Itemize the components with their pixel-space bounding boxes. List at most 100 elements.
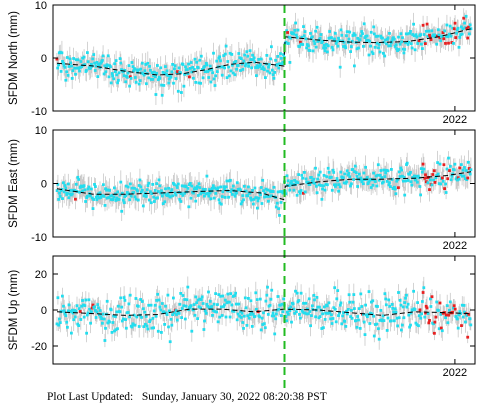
data-point	[272, 314, 276, 318]
data-point	[167, 325, 170, 329]
data-point	[220, 73, 224, 77]
data-point	[137, 82, 141, 86]
data-point	[98, 313, 101, 317]
data-point	[421, 47, 424, 50]
data-point	[261, 323, 265, 326]
data-point	[144, 195, 148, 198]
data-point	[211, 71, 214, 75]
data-point	[387, 44, 391, 48]
data-point	[316, 305, 320, 309]
data-point	[311, 304, 314, 308]
data-point	[302, 301, 305, 305]
data-point	[400, 328, 403, 332]
data-point	[78, 66, 82, 69]
data-point	[400, 323, 404, 327]
data-point	[468, 23, 472, 27]
data-point	[250, 325, 254, 328]
data-point	[192, 68, 196, 71]
data-point	[211, 314, 214, 317]
data-point	[312, 294, 316, 297]
data-point	[58, 321, 62, 324]
recent-point	[433, 320, 437, 324]
data-point	[408, 31, 412, 35]
error-bars	[56, 150, 472, 224]
data-point	[334, 42, 338, 45]
data-point	[163, 323, 166, 326]
recent-point	[442, 163, 446, 167]
data-point	[395, 316, 399, 320]
recent-point	[436, 34, 439, 38]
data-point	[372, 314, 375, 318]
data-point	[396, 178, 400, 181]
data-point	[137, 184, 141, 187]
data-point	[357, 307, 361, 310]
data-point	[398, 42, 402, 46]
data-point	[126, 311, 130, 314]
data-point	[448, 24, 452, 28]
data-point	[227, 65, 230, 69]
data-point	[77, 178, 80, 181]
data-point	[145, 324, 149, 328]
recent-point	[452, 304, 456, 308]
data-point	[381, 36, 384, 40]
data-point	[464, 169, 468, 172]
data-point	[226, 60, 230, 63]
data-point	[130, 61, 134, 64]
data-point	[406, 43, 410, 46]
data-point	[444, 191, 448, 194]
data-point	[357, 46, 360, 50]
data-point	[468, 32, 471, 36]
data-point	[248, 49, 252, 53]
data-point	[101, 321, 104, 325]
data-point	[393, 307, 397, 311]
data-point	[112, 314, 115, 318]
data-point	[56, 183, 60, 186]
data-point	[122, 296, 126, 299]
data-point	[142, 194, 146, 198]
data-point	[73, 66, 77, 70]
data-point	[112, 77, 116, 81]
data-point	[197, 81, 201, 85]
data-point	[95, 61, 99, 64]
data-point	[226, 292, 230, 296]
data-point	[259, 328, 263, 332]
data-point	[311, 181, 315, 184]
data-point	[205, 303, 209, 306]
data-point	[357, 172, 361, 176]
data-point	[353, 164, 357, 168]
data-point	[193, 186, 197, 190]
data-point	[242, 198, 245, 202]
data-point	[374, 174, 378, 178]
recent-point	[421, 291, 425, 294]
recent-point	[466, 36, 470, 40]
data-point	[229, 292, 233, 295]
data-point	[115, 73, 119, 77]
data-point	[171, 194, 174, 198]
data-point	[78, 69, 81, 73]
data-point	[128, 315, 131, 319]
data-point	[142, 73, 146, 77]
data-point	[430, 183, 434, 187]
data-point	[436, 161, 439, 164]
data-point	[227, 195, 230, 199]
data-point	[429, 297, 432, 301]
data-point	[326, 166, 330, 170]
data-point	[228, 51, 232, 55]
data-point	[109, 194, 112, 198]
recent-point	[467, 167, 471, 170]
data-point	[128, 182, 132, 186]
data-point	[244, 189, 248, 193]
data-point	[373, 180, 377, 183]
data-point	[165, 72, 168, 76]
data-point	[106, 188, 110, 192]
data-point	[184, 185, 188, 189]
y-axis-label: SFDM Up (mm)	[8, 270, 20, 351]
data-point	[327, 170, 331, 174]
data-point	[91, 57, 95, 61]
data-point	[123, 299, 127, 302]
data-point	[342, 40, 346, 44]
data-point	[333, 31, 337, 35]
data-point	[186, 187, 190, 190]
data-point	[123, 69, 127, 72]
data-point	[305, 46, 308, 50]
